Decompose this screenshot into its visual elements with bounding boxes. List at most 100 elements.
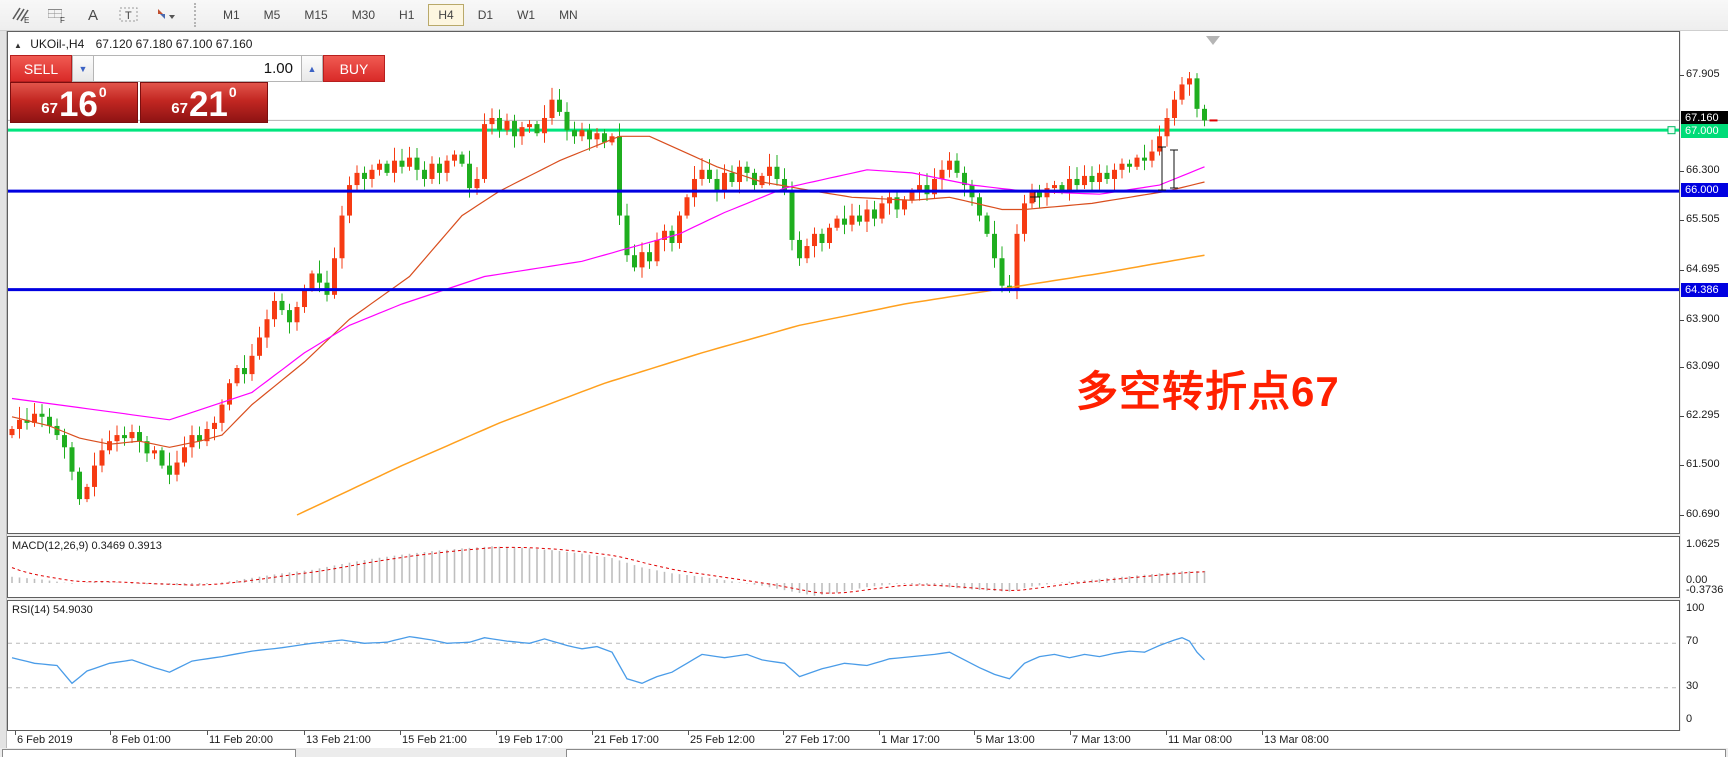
time-axis-label: 21 Feb 17:00 — [594, 734, 659, 746]
sell-button[interactable]: SELL — [10, 55, 72, 82]
time-axis-tick — [110, 731, 111, 735]
rsi-value: 54.9030 — [52, 604, 93, 616]
price-axis-tick — [1680, 465, 1684, 466]
expert-advisor-icon[interactable]: E — [6, 3, 36, 27]
symbol-period-label: UKOil-,H4 — [30, 37, 85, 51]
time-axis-tick — [688, 731, 689, 735]
price-axis-tick — [1680, 220, 1684, 221]
price-axis[interactable]: 67.905 66.300 65.505 64.695 63.900 63.090 62.2… — [1680, 31, 1728, 748]
time-axis-label: 11 Feb 20:00 — [209, 734, 274, 746]
time-axis-label: 5 Mar 13:00 — [976, 734, 1035, 746]
price-axis-label: 67.905 — [1686, 68, 1720, 80]
rsi-panel[interactable] — [7, 600, 1680, 731]
price-axis-tick — [1680, 515, 1684, 516]
timeframe-button-w1[interactable]: W1 — [517, 8, 536, 22]
sell-price-tile[interactable]: 67 16 0 — [10, 82, 138, 123]
time-axis[interactable]: 6 Feb 2019 8 Feb 01:00 11 Feb 20:00 13 Feb … — [7, 731, 1681, 748]
price-axis-label: 65.505 — [1686, 213, 1720, 225]
volume-input[interactable] — [94, 55, 301, 82]
timeframe-button-m1[interactable]: M1 — [223, 8, 240, 22]
price-badge-66.000: 66.000 — [1681, 183, 1728, 197]
price-axis-label: 63.900 — [1686, 313, 1720, 325]
time-axis-label: 8 Feb 01:00 — [112, 734, 171, 746]
timeframe-button-h1[interactable]: H1 — [399, 8, 415, 22]
timeframe-group: M1 M5 M15 M30 H1 H4 D1 W1 MN — [211, 4, 590, 26]
cycle-lines-icon[interactable] — [150, 3, 180, 27]
collapse-panel-icon[interactable]: ▲ — [14, 41, 22, 50]
rsi-chart[interactable] — [8, 601, 1679, 730]
text-a-icon[interactable]: A — [87, 6, 98, 24]
one-click-trade-panel: SELL ▼ ▲ BUY 67 16 0 67 21 0 — [10, 55, 385, 123]
timeframe-button-h4[interactable]: H4 — [428, 4, 464, 26]
time-axis-label: 7 Mar 13:00 — [1072, 734, 1131, 746]
timeframe-button-d1[interactable]: D1 — [477, 8, 494, 22]
price-axis-label: 66.300 — [1686, 164, 1720, 176]
time-axis-tick — [207, 731, 208, 735]
sell-price-big: 16 — [58, 85, 98, 125]
price-axis-tick — [1680, 75, 1684, 76]
svg-text:T: T — [125, 10, 132, 22]
indicator-axis-label: 1.0625 — [1686, 538, 1720, 550]
buy-price-big: 21 — [188, 85, 228, 125]
macd-panel[interactable] — [7, 536, 1680, 598]
price-axis-label: 64.695 — [1686, 263, 1720, 275]
candlestick-chart[interactable] — [8, 32, 1679, 533]
ma-medium-magenta — [11, 166, 1205, 421]
time-axis-label: 27 Feb 17:00 — [785, 734, 850, 746]
price-axis-label: 63.090 — [1686, 360, 1720, 372]
bottom-tab-bar — [0, 748, 1728, 757]
price-chart-panel[interactable] — [7, 31, 1680, 534]
price-axis-tick — [1680, 320, 1684, 321]
price-badge-67.160: 67.160 — [1681, 111, 1728, 125]
time-axis-tick — [496, 731, 497, 735]
buy-price-tile[interactable]: 67 21 0 — [140, 82, 268, 123]
indicator-axis-label: 0 — [1686, 713, 1693, 725]
price-axis-tick — [1680, 270, 1684, 271]
time-axis-tick — [879, 731, 880, 735]
time-axis-label: 19 Feb 17:00 — [498, 734, 563, 746]
volume-decrease-button[interactable]: ▼ — [72, 55, 94, 82]
buy-button[interactable]: BUY — [323, 55, 385, 82]
chart-toolbar: E F A T — [0, 0, 1728, 31]
time-axis-tick — [15, 731, 16, 735]
price-axis-tick — [1680, 416, 1684, 417]
time-axis-label: 1 Mar 17:00 — [881, 734, 940, 746]
price-axis-tick — [1680, 171, 1684, 172]
buy-price-prefix: 67 — [171, 100, 188, 117]
macd-signal-line — [11, 546, 1205, 594]
time-axis-label: 11 Mar 08:00 — [1168, 734, 1233, 746]
price-axis-label: 62.295 — [1686, 409, 1720, 421]
text-label-icon[interactable]: T — [114, 3, 144, 27]
window-left-frame — [0, 31, 7, 748]
macd-value-signal: 0.3913 — [128, 540, 162, 552]
timeframe-button-m15[interactable]: M15 — [304, 8, 328, 22]
svg-text:E: E — [24, 16, 29, 24]
time-axis-label: 13 Feb 21:00 — [306, 734, 371, 746]
grid-f-icon[interactable]: F — [42, 3, 72, 27]
timeframe-button-m30[interactable]: M30 — [351, 8, 376, 22]
time-axis-tick — [783, 731, 784, 735]
indicator-axis-label: 30 — [1686, 680, 1699, 692]
macd-indicator-label: MACD(12,26,9) 0.3469 0.3913 — [12, 540, 162, 552]
indicator-axis-label: -0.3736 — [1686, 584, 1724, 596]
ma-slow-orange — [296, 254, 1205, 516]
time-axis-tick — [400, 731, 401, 735]
price-badge-67.000: 67.000 — [1681, 124, 1728, 138]
macd-value-main: 0.3469 — [91, 540, 126, 552]
indicator-axis-label: 70 — [1686, 635, 1699, 647]
buy-price-sup: 0 — [228, 84, 237, 100]
price-axis-label: 60.690 — [1686, 508, 1720, 520]
sell-price-prefix: 67 — [41, 100, 58, 117]
chart-text-annotation: 多空转折点67 — [1076, 368, 1340, 415]
indicator-axis-label: 100 — [1686, 602, 1705, 614]
timeframe-button-m5[interactable]: M5 — [263, 8, 281, 22]
time-axis-label: 13 Mar 08:00 — [1264, 734, 1329, 746]
volume-increase-button[interactable]: ▲ — [301, 55, 323, 82]
time-axis-tick — [592, 731, 593, 735]
chart-tab-1[interactable] — [2, 749, 296, 757]
macd-chart[interactable] — [8, 537, 1679, 597]
time-axis-tick — [974, 731, 975, 735]
timeframe-button-mn[interactable]: MN — [559, 8, 578, 22]
price-axis-tick — [1680, 367, 1684, 368]
chart-tab-2[interactable] — [566, 749, 1726, 757]
